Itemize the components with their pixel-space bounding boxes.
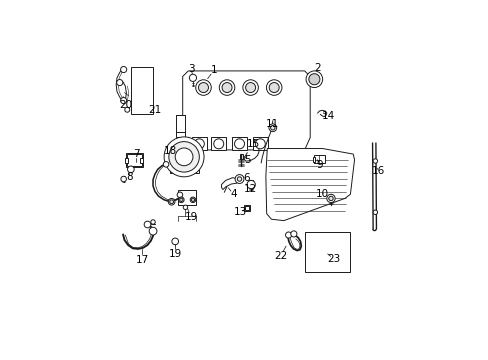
Text: 5: 5 <box>244 155 251 165</box>
Circle shape <box>190 197 195 203</box>
Circle shape <box>144 221 150 228</box>
Polygon shape <box>191 138 207 150</box>
Text: 12: 12 <box>244 184 257 194</box>
Bar <box>126 153 142 166</box>
Text: 13: 13 <box>234 207 247 217</box>
Circle shape <box>168 141 199 172</box>
Circle shape <box>222 82 232 93</box>
Circle shape <box>164 137 203 177</box>
Circle shape <box>172 238 178 245</box>
Text: 16: 16 <box>371 166 385 176</box>
Circle shape <box>308 74 319 85</box>
Text: 17: 17 <box>135 255 148 265</box>
Text: 8: 8 <box>125 172 132 182</box>
Polygon shape <box>221 177 238 190</box>
Text: 22: 22 <box>273 251 286 261</box>
Circle shape <box>194 139 204 149</box>
Text: 18: 18 <box>163 146 177 156</box>
Bar <box>239 154 243 159</box>
Circle shape <box>328 196 332 201</box>
Circle shape <box>183 205 187 210</box>
Circle shape <box>255 139 265 149</box>
Text: 23: 23 <box>326 254 340 264</box>
Circle shape <box>372 159 377 163</box>
Circle shape <box>117 80 122 86</box>
Bar <box>125 158 127 163</box>
Circle shape <box>219 80 234 95</box>
Bar <box>125 153 142 167</box>
Bar <box>243 205 249 211</box>
Text: 19: 19 <box>184 212 197 222</box>
Bar <box>304 232 350 272</box>
Polygon shape <box>265 149 354 221</box>
Circle shape <box>246 180 255 189</box>
Circle shape <box>290 231 296 237</box>
Circle shape <box>189 74 196 81</box>
Bar <box>312 157 314 162</box>
Text: 15: 15 <box>246 139 260 149</box>
Circle shape <box>237 177 241 181</box>
Circle shape <box>124 107 129 112</box>
Circle shape <box>177 192 183 198</box>
Text: 1: 1 <box>211 64 218 75</box>
Circle shape <box>235 175 244 184</box>
Text: 21: 21 <box>148 105 161 115</box>
Bar <box>175 115 185 138</box>
Circle shape <box>266 80 282 95</box>
Bar <box>178 190 196 205</box>
Circle shape <box>234 139 244 149</box>
Polygon shape <box>252 138 267 150</box>
Circle shape <box>305 71 322 87</box>
Circle shape <box>245 82 255 93</box>
Polygon shape <box>231 138 247 150</box>
Bar <box>314 155 324 163</box>
Circle shape <box>168 198 175 205</box>
Circle shape <box>326 194 334 203</box>
Text: 10: 10 <box>315 189 328 199</box>
Bar <box>131 67 153 114</box>
Text: 9: 9 <box>316 159 323 170</box>
Circle shape <box>121 98 126 104</box>
Circle shape <box>163 162 168 167</box>
Circle shape <box>268 124 276 132</box>
Circle shape <box>243 80 258 95</box>
Bar <box>140 158 142 163</box>
Circle shape <box>149 227 157 235</box>
Text: 3: 3 <box>187 64 194 74</box>
Polygon shape <box>183 71 309 150</box>
Circle shape <box>372 210 377 215</box>
Circle shape <box>121 176 126 182</box>
Circle shape <box>285 232 291 238</box>
Text: 4: 4 <box>230 189 236 199</box>
Circle shape <box>121 67 126 73</box>
Circle shape <box>268 82 279 93</box>
Text: 6: 6 <box>243 174 249 184</box>
Bar <box>249 180 253 185</box>
Polygon shape <box>171 165 198 172</box>
Text: 7: 7 <box>133 149 140 159</box>
Circle shape <box>127 166 134 173</box>
Polygon shape <box>210 138 226 150</box>
Text: 2: 2 <box>313 63 320 73</box>
Text: 20: 20 <box>119 100 132 110</box>
Bar <box>170 162 199 174</box>
Circle shape <box>179 198 183 202</box>
Circle shape <box>178 197 183 203</box>
Circle shape <box>213 139 224 149</box>
Text: 14: 14 <box>322 111 335 121</box>
Circle shape <box>191 198 194 202</box>
Bar <box>244 206 248 210</box>
Text: 19: 19 <box>168 249 182 260</box>
Circle shape <box>169 200 173 204</box>
Circle shape <box>150 220 155 224</box>
Text: 11: 11 <box>265 118 278 129</box>
Circle shape <box>270 126 274 130</box>
Circle shape <box>198 82 208 93</box>
Circle shape <box>195 80 211 95</box>
Circle shape <box>175 148 193 166</box>
